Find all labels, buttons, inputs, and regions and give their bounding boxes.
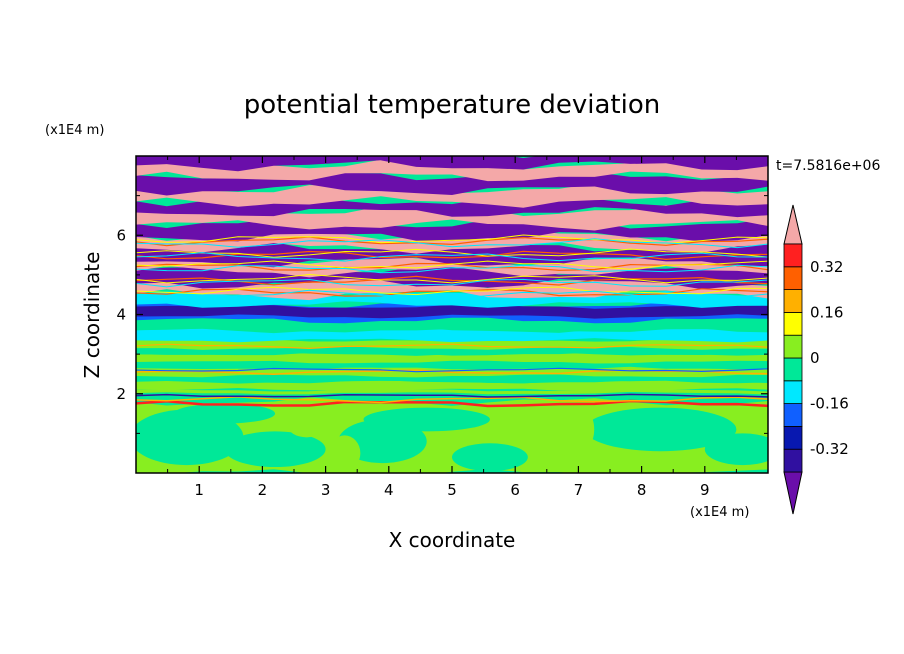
warm-filament	[136, 369, 768, 375]
chart-title: potential temperature deviation	[244, 90, 660, 120]
x-tick-label: 3	[321, 481, 331, 499]
time-label: t=7.5816e+06	[776, 158, 880, 174]
colorbar-label: 0.32	[810, 258, 843, 276]
warm-filament	[136, 343, 768, 350]
colorbar-label: 0	[810, 349, 820, 367]
yellow-filament	[136, 260, 768, 270]
colorbar-swatch	[783, 357, 803, 382]
cyan-filament	[136, 264, 768, 274]
pink-layer	[136, 205, 768, 231]
cool-blob	[363, 407, 490, 432]
colorbar-label: -0.32	[810, 440, 849, 458]
colorbar-top-arrow	[783, 204, 803, 245]
yellow-filament	[136, 248, 768, 258]
colorbar-swatch	[783, 243, 803, 268]
cool-blob	[452, 443, 528, 472]
cool-blob	[584, 407, 737, 452]
purple-layer	[136, 265, 768, 290]
x-axis: 1 2 3 4 5 6 7 8 9	[167, 156, 737, 499]
colorbar-swatch	[783, 266, 803, 290]
cool-blob	[704, 433, 768, 466]
middle-stripe	[136, 374, 768, 384]
deep-blue-layer	[136, 304, 768, 319]
middle-stripe	[136, 346, 768, 356]
contour-field	[136, 156, 768, 473]
green-filament	[136, 388, 768, 395]
colorbar-swatch	[783, 380, 803, 404]
colorbar-swatch	[783, 334, 803, 359]
y-axis-label: Z coordinate	[80, 252, 104, 379]
y-tick-label: 6	[116, 226, 126, 244]
yellow-filament	[136, 273, 768, 284]
y-tick-label: 2	[116, 385, 126, 403]
colorbar: 0.32 0.16 0 -0.16 -0.32	[783, 204, 849, 515]
x-tick-label: 5	[447, 481, 457, 499]
cold-filament	[136, 393, 768, 398]
pink-layer	[136, 254, 768, 278]
x-axis-label: X coordinate	[389, 528, 516, 552]
warm-filament	[136, 399, 768, 408]
colorbar-swatch	[783, 425, 803, 450]
green-layer	[136, 318, 768, 334]
x-tick-label: 4	[384, 481, 394, 499]
x-tick-label: 8	[637, 481, 647, 499]
x-tick-label: 7	[574, 481, 584, 499]
blue-filament	[136, 367, 768, 373]
colorbar-swatch	[783, 403, 803, 427]
warm-filament	[136, 236, 768, 247]
colorbar-swatch	[783, 311, 803, 336]
warm-filament	[136, 250, 768, 261]
colorbar-label: 0.16	[810, 303, 843, 321]
yellow-filament	[136, 286, 768, 296]
middle-stripe	[136, 352, 768, 364]
x-unit-label: (x1E4 m)	[690, 505, 749, 520]
cyan-layer	[136, 328, 768, 343]
colorbar-bottom-arrow	[783, 471, 803, 515]
y-unit-label: (x1E4 m)	[45, 123, 104, 138]
plume-blob	[328, 435, 361, 472]
pink-layer	[136, 229, 768, 254]
y-tick-label: 4	[116, 306, 126, 324]
colorbar-swatch	[783, 289, 803, 313]
plume-blob	[287, 413, 326, 438]
cyan-filament	[136, 238, 768, 249]
x-tick-label: 2	[258, 481, 268, 499]
colorbar-label: -0.16	[810, 395, 849, 413]
cool-blob	[173, 403, 276, 424]
purple-layer	[136, 241, 768, 268]
pink-layer	[136, 158, 768, 182]
y-axis: 2 4 6	[116, 195, 768, 434]
x-tick-label: 6	[510, 481, 520, 499]
plume-blob	[549, 401, 595, 458]
x-tick-label: 1	[194, 481, 204, 499]
cyan-filament	[136, 252, 768, 262]
cool-blob	[224, 431, 326, 468]
x-tick-label: 9	[700, 481, 710, 499]
cyan-filament	[136, 278, 768, 288]
colorbar-swatch	[783, 448, 803, 473]
plot-area	[136, 156, 768, 473]
cool-blob	[136, 409, 244, 466]
cyan-filament	[136, 289, 768, 300]
